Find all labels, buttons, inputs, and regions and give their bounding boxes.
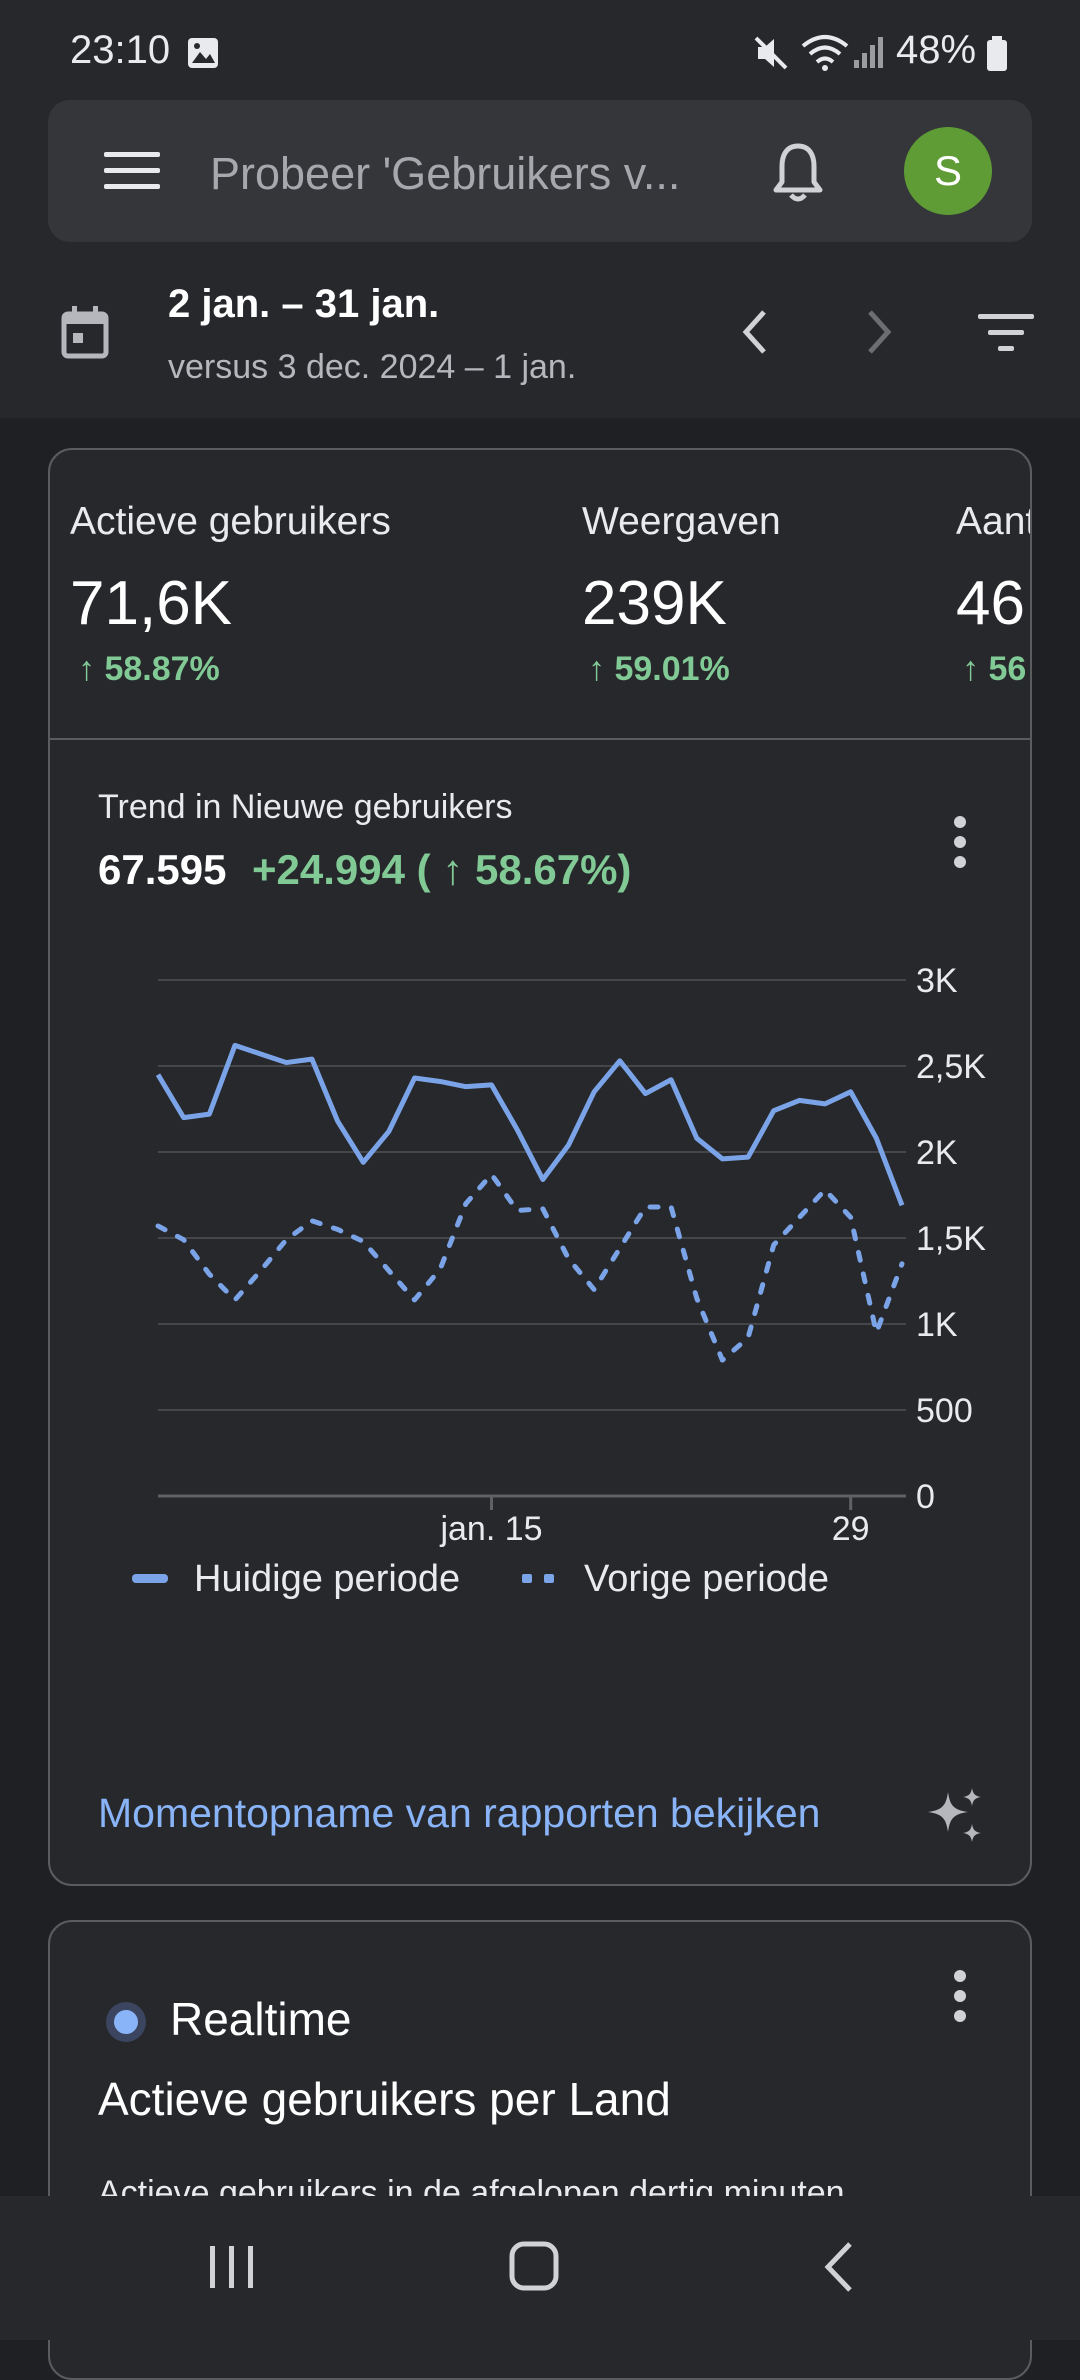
y-tick-label: 0 [916,1478,935,1516]
y-tick-label: 1,5K [916,1220,986,1258]
status-time: 23:10 [70,28,171,72]
metric-change-value: 56 [988,650,1027,688]
metric-change-events: ↑ 56 [962,650,1026,689]
overview-card: Actieve gebruikers 71,6K ↑ 58.87% Weerga… [48,448,1032,1886]
next-period-chevron-icon[interactable] [864,308,894,356]
trend-chart: 0 500 1K 1,5K 2K 2,5K 3K jan. 15 29 [155,962,986,1548]
legend-current-label[interactable]: Huidige periode [194,1558,461,1600]
calendar-icon[interactable] [60,306,110,360]
search-bar[interactable] [48,100,1032,242]
chart-x-axis: jan. 15 29 [439,1496,870,1548]
metric-value-views: 239K [582,569,727,638]
legend-previous-swatch [522,1574,554,1583]
mute-icon [754,36,788,70]
back-icon[interactable] [820,2240,856,2294]
previous-period-chevron-icon[interactable] [740,308,770,356]
realtime-more-options-icon[interactable] [950,1968,970,2024]
recent-apps-icon[interactable] [206,2242,258,2292]
series-line-current-period[interactable] [155,1042,905,1207]
chart-series [155,1042,905,1363]
filter-icon[interactable] [978,312,1034,354]
metric-change-views: ↑ 59.01% [588,650,730,689]
metric-title-views[interactable]: Weergaven [582,500,781,543]
y-tick-label: 2K [916,1134,958,1172]
image-icon [188,38,218,68]
trend-total: 67.595 [98,846,227,893]
metric-value-events: 46 [956,569,1025,638]
legend-current-swatch [132,1574,168,1583]
trend-more-options-icon[interactable] [950,814,970,870]
system-navigation-bar [0,2196,1080,2340]
metric-title-events[interactable]: Aantal gebeurtenissen [956,500,1030,543]
metric-change-value: 58.87% [104,650,220,688]
status-bar [0,0,1080,100]
x-tick-label: 29 [832,1510,870,1548]
date-range[interactable]: 2 jan. – 31 jan. [168,282,440,326]
up-arrow-icon: ↑ [588,650,615,688]
user-avatar[interactable]: S [904,127,992,215]
x-tick-label: jan. 15 [439,1510,542,1548]
chart-y-axis: 0 500 1K 1,5K 2K 2,5K 3K [916,962,986,1516]
view-reports-snapshot-link[interactable]: Momentopname van rapporten bekijken [98,1790,821,1836]
trend-delta: +24.994 ( ↑ 58.67%) [252,846,632,893]
chart-grid [158,979,906,1498]
y-tick-label: 1K [916,1306,958,1344]
metric-change-value: 59.01% [614,650,730,688]
battery-percentage: 48% [896,28,977,72]
card-divider [50,738,1030,740]
metric-change-active-users: ↑ 58.87% [78,650,220,689]
wifi-icon [801,35,849,71]
series-line-previous-period[interactable] [155,1171,905,1363]
metric-title-active-users[interactable]: Actieve gebruikers [70,500,391,543]
home-icon[interactable] [508,2240,560,2294]
battery-icon [987,36,1007,71]
menu-icon[interactable] [104,150,160,192]
y-tick-label: 500 [916,1392,973,1430]
search-input[interactable]: Probeer 'Gebruikers v... [210,148,681,199]
signal-icon [854,37,883,68]
metric-value-active-users: 71,6K [70,569,233,638]
up-arrow-icon: ↑ [78,650,105,688]
notifications-bell-icon[interactable] [770,140,826,204]
realtime-title: Actieve gebruikers per Land [98,2073,671,2125]
comparison-date-range: versus 3 dec. 2024 – 1 jan. [168,348,577,386]
trend-title: Trend in Nieuwe gebruikers [98,788,513,826]
up-arrow-icon: ↑ [962,650,989,688]
y-tick-label: 2,5K [916,1048,986,1086]
legend-previous-label[interactable]: Vorige periode [584,1558,830,1600]
realtime-label: Realtime [170,1993,352,2045]
realtime-pulse-icon [106,2002,146,2042]
sparkle-icon [928,1788,981,1842]
y-tick-label: 3K [916,962,958,1000]
